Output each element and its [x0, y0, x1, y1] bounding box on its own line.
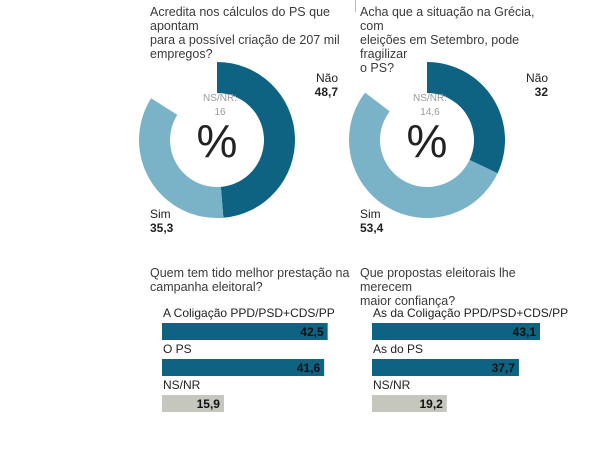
donut-2-slice-2	[348, 92, 498, 219]
donut-1-slice-2	[139, 98, 224, 218]
bar-chart-2-category-2: As do PS	[373, 342, 423, 356]
bar-chart-2-value-3: 19,2	[419, 397, 443, 411]
question-1-line-1: Acredita nos cálculos do PS que apontam	[150, 5, 330, 33]
question-2-title: Acha que a situação na Grécia, com eleiç…	[360, 5, 560, 75]
bar-chart-1-value-1: 42,5	[300, 325, 324, 339]
donut-1-label-nsnr-name: NS/NR:	[203, 93, 237, 104]
donut-1-slice-1	[217, 62, 295, 218]
donut-2-label-sim-value: 53,4	[360, 221, 384, 235]
bar-chart-2-bar-2	[372, 359, 519, 376]
donut-2-label-nsnr-name: NS/NR:	[413, 93, 447, 104]
bar-chart-1-bar-2	[162, 359, 325, 376]
question-1-line-2: para a possível criação de 207 mil	[150, 33, 340, 47]
donut-1-label-sim-name: Sim	[150, 207, 171, 221]
bar-chart-2-value-1: 43,1	[513, 325, 537, 339]
bar-chart-1-value-2: 41,6	[297, 361, 321, 375]
donut-1-center-symbol: %	[197, 115, 238, 167]
question-2-line-1: Acha que a situação na Grécia, com	[360, 5, 535, 33]
donut-1-label-nao-name: Não	[316, 71, 338, 85]
question-1-title: Acredita nos cálculos do PS que apontam …	[150, 5, 350, 61]
question-4-line-2: maior confiança?	[360, 294, 456, 308]
donut-1-label-sim-value: 35,3	[150, 221, 174, 235]
question-3-line-2: campanha eleitoral?	[150, 280, 263, 294]
bar-chart-2-category-1: As da Coligação PPD/PSD+CDS/PP	[373, 306, 568, 320]
donut-2-center-symbol: %	[407, 115, 448, 167]
bar-chart-2: As da Coligação PPD/PSD+CDS/PP 43,1 As do …	[372, 306, 568, 412]
bar-chart-1-category-3: NS/NR	[163, 378, 201, 392]
bar-chart-2-value-2: 37,7	[492, 361, 516, 375]
question-3-line-1: Quem tem tido melhor prestação na	[150, 266, 350, 280]
donut-2-label-nao-name: Não	[526, 71, 548, 85]
bar-chart-1-value-3: 15,9	[197, 397, 221, 411]
bar-chart-2-category-3: NS/NR	[373, 378, 411, 392]
bar-chart-1: A Coligação PPD/PSD+CDS/PP 42,5 O PS 41,6 NS…	[162, 306, 335, 412]
question-2-line-3: o PS?	[360, 61, 395, 75]
bar-chart-1-bar-3	[162, 395, 224, 412]
bar-chart-2-bar-1	[372, 323, 540, 340]
question-3-title: Quem tem tido melhor prestação na campan…	[150, 266, 350, 294]
donut-2-label-sim-name: Sim	[360, 207, 381, 221]
donut-1-label-nao-value: 48,7	[315, 85, 339, 99]
question-1-line-3: empregos?	[150, 47, 213, 61]
column-divider	[355, 0, 356, 12]
bar-chart-1-category-1: A Coligação PPD/PSD+CDS/PP	[163, 306, 335, 320]
question-4-line-1: Que propostas eleitorais lhe merecem	[360, 266, 516, 294]
bar-chart-1-bar-1	[162, 323, 328, 340]
donut-2-slice-1	[427, 62, 505, 174]
donut-2-label-nsnr-value: 14,6	[420, 107, 440, 118]
question-4-title: Que propostas eleitorais lhe merecem mai…	[360, 266, 560, 308]
donut-2-label-nao-value: 32	[535, 85, 549, 99]
donut-1-label-nsnr-value: 16	[214, 107, 226, 118]
bar-chart-2-bar-3	[372, 395, 447, 412]
bar-chart-1-category-2: O PS	[163, 342, 192, 356]
question-2-line-2: eleições em Setembro, pode fragilizar	[360, 33, 520, 61]
